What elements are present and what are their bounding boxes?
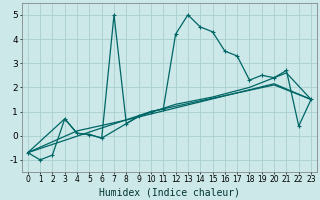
X-axis label: Humidex (Indice chaleur): Humidex (Indice chaleur) bbox=[99, 187, 240, 197]
